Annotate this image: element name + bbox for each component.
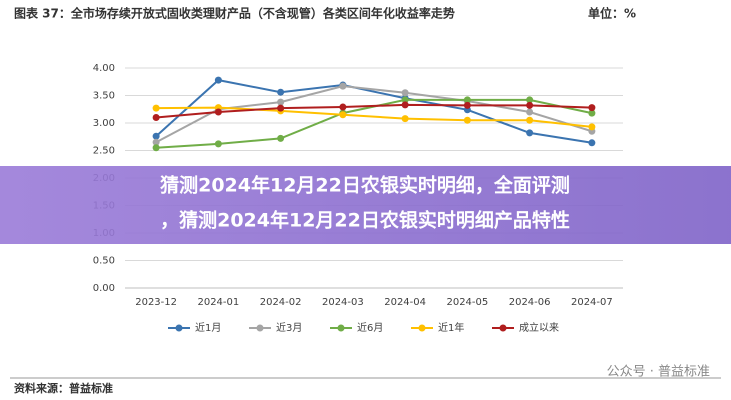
- legend-swatch: [418, 324, 426, 332]
- point: [339, 82, 347, 90]
- banner-line: ，猜测2024年12月22日农银实时明细产品特性: [160, 209, 570, 232]
- legend-label: 近6月: [357, 321, 383, 334]
- legend-label: 成立以来: [519, 321, 559, 334]
- x-tick-label: 2024-01: [197, 297, 239, 308]
- series-line: [156, 106, 592, 128]
- x-tick-label: 2023-12: [135, 297, 177, 308]
- point: [526, 101, 534, 109]
- point: [277, 134, 285, 142]
- point: [463, 116, 471, 124]
- y-tick-label: 2.50: [93, 146, 115, 157]
- x-tick-label: 2024-03: [322, 297, 364, 308]
- point: [277, 104, 285, 112]
- point: [463, 101, 471, 109]
- point: [152, 144, 160, 152]
- legend-swatch: [337, 324, 345, 332]
- unit-label: 单位：%: [588, 6, 636, 21]
- point: [401, 96, 409, 104]
- x-tick-label: 2024-02: [260, 297, 302, 308]
- point: [339, 111, 347, 119]
- point: [588, 123, 596, 131]
- point: [401, 115, 409, 123]
- legend-swatch: [499, 324, 507, 332]
- point: [339, 103, 347, 111]
- point: [152, 138, 160, 146]
- banner-bg: [0, 166, 731, 244]
- point: [152, 114, 160, 121]
- y-tick-label: 4.00: [93, 63, 115, 74]
- point: [152, 104, 160, 112]
- point: [588, 104, 596, 112]
- x-tick-label: 2024-07: [571, 297, 613, 308]
- y-tick-label: 0.50: [93, 256, 115, 267]
- legend-swatch: [175, 324, 183, 332]
- point: [214, 140, 222, 148]
- point: [588, 139, 596, 147]
- legend-swatch: [256, 324, 264, 332]
- y-tick-label: 3.50: [93, 91, 115, 102]
- point: [463, 96, 471, 104]
- point: [152, 132, 160, 140]
- series-line: [155, 79, 593, 144]
- legend-label: 近1年: [438, 321, 464, 334]
- y-tick-label: 0.00: [93, 283, 115, 294]
- legend-label: 近3月: [276, 321, 302, 334]
- watermark: 公众号 · 普益标准: [607, 365, 710, 380]
- point: [401, 89, 409, 97]
- point: [526, 116, 534, 124]
- point: [277, 88, 285, 96]
- legend-label: 近1月: [195, 321, 221, 334]
- x-tick-label: 2024-06: [509, 297, 551, 308]
- point: [588, 109, 596, 117]
- point: [401, 101, 409, 109]
- point: [214, 108, 222, 116]
- source: 资料来源：普益标准: [14, 381, 113, 395]
- x-tick-label: 2024-04: [384, 297, 426, 308]
- point: [214, 76, 222, 84]
- point: [277, 98, 285, 106]
- point: [526, 108, 534, 116]
- x-tick-label: 2024-05: [446, 297, 488, 308]
- point: [526, 96, 534, 104]
- y-tick-label: 3.00: [93, 118, 115, 129]
- banner-line: 猜测2024年12月22日农银实时明细，全面评测: [160, 174, 570, 197]
- figure-title: 图表 37：全市场存续开放式固收类理财产品（不含现管）各类区间年化收益率走势: [14, 6, 455, 21]
- point: [526, 129, 534, 137]
- series-line: [156, 103, 592, 119]
